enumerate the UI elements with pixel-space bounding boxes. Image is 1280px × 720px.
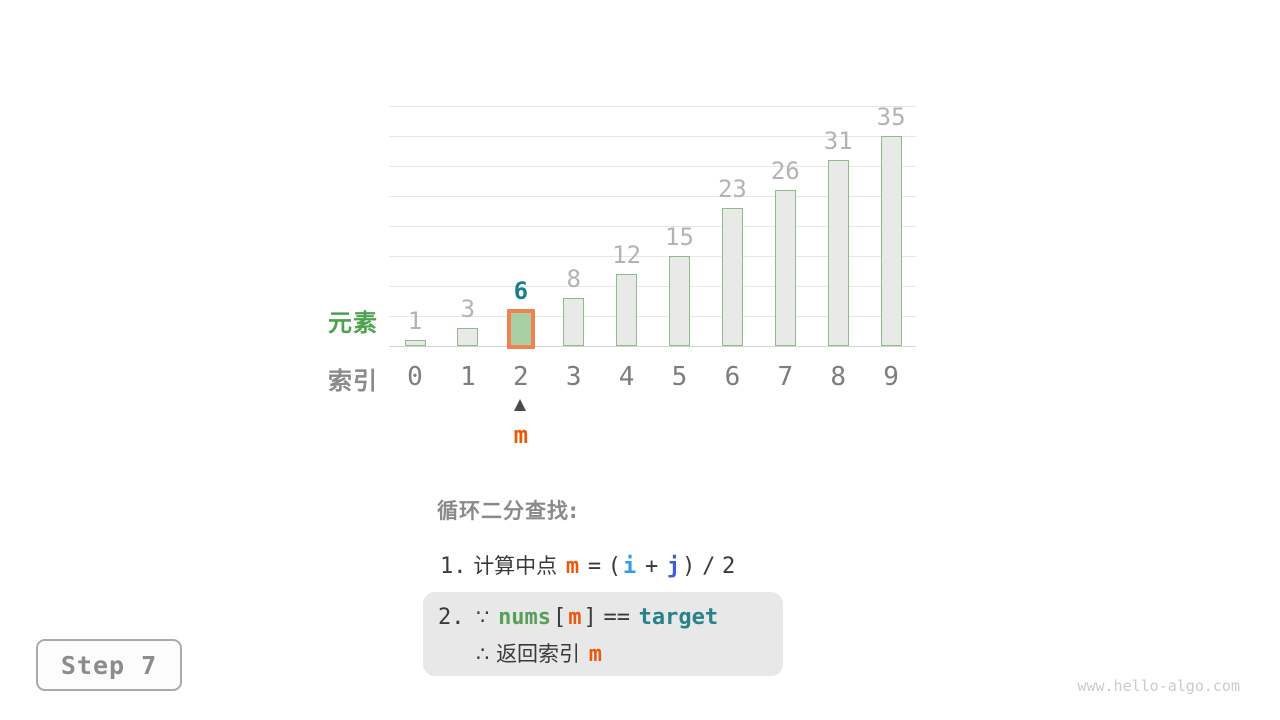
x-index-label: 8 (830, 362, 847, 392)
step-2-highlight-box: 2. ∵ nums[m] == target ∴ 返回索引 m (423, 592, 783, 676)
x-index-label: 1 (460, 362, 476, 392)
bar-value-label-highlighted: 6 (513, 277, 529, 305)
step-line-2a: 2. ∵ nums[m] == target (438, 599, 783, 636)
plus-sign: + (644, 554, 659, 579)
bar (563, 298, 585, 346)
gridline (389, 286, 916, 287)
x-index-label: 6 (724, 362, 741, 392)
x-index-label: 0 (407, 362, 423, 392)
gridline (389, 316, 916, 317)
bar-value-label: 12 (612, 241, 642, 269)
x-index-label: 3 (565, 362, 582, 392)
gridline (389, 106, 916, 107)
token-nums: nums (498, 605, 552, 630)
step1-text: 计算中点 (473, 554, 558, 578)
because-symbol: ∵ (476, 605, 490, 629)
token-target: target (638, 605, 719, 630)
bar-value-label: 15 (665, 223, 694, 251)
bracket-open: [ (553, 605, 567, 630)
step2-number: 2. (438, 605, 465, 630)
divide-sign: / (702, 554, 716, 579)
token-i: i (623, 554, 637, 579)
double-equals: == (603, 605, 630, 630)
bar (457, 328, 479, 346)
bar-value-label: 1 (407, 307, 423, 335)
bar (827, 160, 849, 346)
step2-text: 返回索引 (496, 642, 581, 666)
x-axis-caption-index: 索引 (328, 367, 378, 395)
bar (721, 208, 743, 346)
token-m: m (588, 642, 602, 667)
bar-highlighted (506, 309, 535, 349)
x-index-label: 5 (671, 362, 688, 392)
gridline (389, 256, 916, 257)
x-index-label: 2 (512, 362, 529, 392)
bar (774, 190, 796, 346)
bar (404, 340, 426, 346)
bar-value-label: 8 (566, 265, 581, 293)
token-j: j (666, 554, 681, 579)
x-axis-line (389, 346, 916, 347)
step-line-2b: ∴ 返回索引 m (438, 636, 783, 673)
step1-number: 1. (440, 554, 467, 579)
pointer-m-label: m (513, 421, 529, 449)
therefore-symbol: ∴ (476, 642, 490, 666)
pointer-caret-up-icon (514, 399, 527, 411)
bar-value-label: 35 (876, 103, 906, 131)
token-m: m (568, 605, 582, 630)
step-counter-badge: Step 7 (36, 639, 182, 691)
gridline (389, 166, 916, 167)
gridline (389, 136, 916, 137)
open-paren: ( (607, 554, 621, 579)
gridline (389, 196, 916, 197)
x-index-label: 9 (883, 362, 899, 392)
watermark-url: www.hello-algo.com (1077, 677, 1240, 695)
number-two: 2 (722, 554, 736, 579)
bar-value-label: 31 (823, 127, 853, 155)
bar-value-label: 26 (770, 157, 800, 185)
token-m: m (565, 554, 580, 579)
bracket-close: ] (583, 605, 597, 630)
x-index-label: 7 (777, 362, 794, 392)
x-index-label: 4 (618, 362, 635, 392)
y-axis-caption-element: 元素 (328, 309, 378, 337)
bar (880, 136, 902, 346)
bar-value-label: 3 (460, 295, 476, 323)
equals-sign: = (587, 554, 602, 579)
gridline (389, 226, 916, 227)
bar (616, 274, 638, 346)
step-line-1: 1. 计算中点 m = (i + j) / 2 (440, 550, 735, 580)
bar (669, 256, 690, 346)
bar-value-label: 23 (717, 175, 747, 203)
close-paren: ) (682, 554, 696, 579)
steps-heading: 循环二分查找: (437, 499, 579, 523)
